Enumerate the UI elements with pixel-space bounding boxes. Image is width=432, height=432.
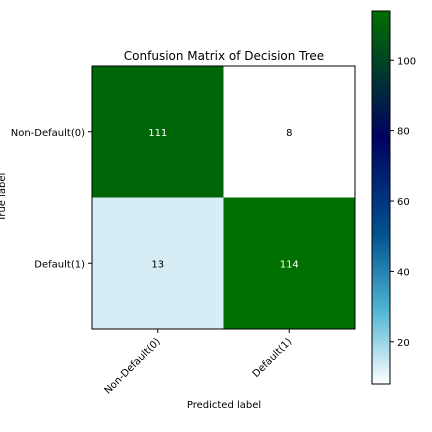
colorbar-tick-label: 60 — [397, 197, 410, 208]
y-axis: Non-Default(0) Default(1) — [11, 128, 92, 270]
heatmap-cell — [92, 197, 224, 329]
x-axis: Non-Default(0) Default(1) — [103, 329, 295, 397]
colorbar-tick-label: 80 — [397, 127, 410, 138]
colorbar-tick-label: 20 — [397, 338, 410, 349]
x-axis-label: Predicted label — [187, 400, 261, 411]
plot-frame — [91, 65, 356, 330]
heatmap-cell — [223, 197, 355, 329]
cell-value-label: 114 — [280, 259, 299, 270]
x-tick-label: Default(1) — [251, 336, 295, 380]
colorbar — [371, 10, 391, 385]
heatmap-cell — [223, 66, 355, 198]
colorbar-ticks: 20 40 60 80 100 — [390, 56, 416, 349]
x-tick-label: Non-Default(0) — [103, 336, 163, 396]
chart-title: Confusion Matrix of Decision Tree — [124, 49, 324, 63]
y-tick-label: Default(1) — [34, 259, 85, 270]
y-tick-label: Non-Default(0) — [11, 128, 85, 139]
heatmap-cells — [92, 66, 355, 329]
cell-value-label: 111 — [148, 128, 167, 139]
colorbar-tick-label: 40 — [397, 267, 410, 278]
cell-value-label: 13 — [151, 259, 164, 270]
heatmap-cell — [92, 66, 224, 198]
y-axis-label: True label — [0, 173, 8, 223]
colorbar-tick-label: 100 — [397, 56, 416, 67]
cell-value-label: 8 — [286, 128, 292, 139]
heatmap-cell-labels: 111 8 13 114 — [148, 128, 299, 271]
